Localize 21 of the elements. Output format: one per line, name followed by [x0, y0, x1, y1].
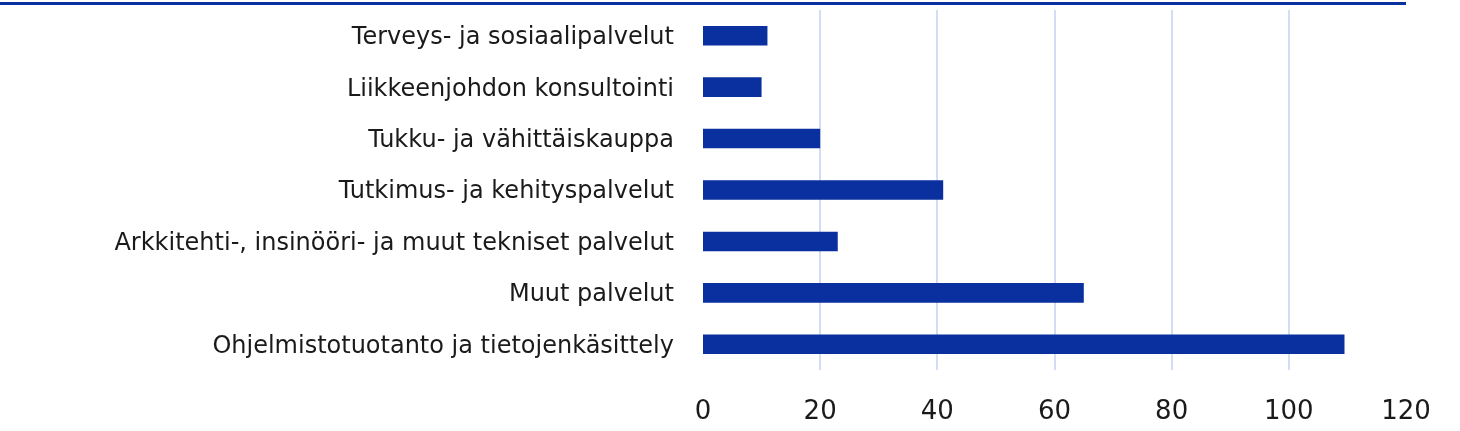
y-tick-label: Terveys- ja sosiaalipalvelut	[350, 22, 674, 51]
y-tick-label: Arkkitehti-, insinööri- ja muut tekniset palvelut	[114, 227, 674, 256]
bar	[703, 128, 821, 149]
x-tick-label: 40	[920, 395, 954, 425]
x-tick-label: 80	[1155, 395, 1189, 425]
bar	[703, 77, 762, 97]
y-tick-label: Ohjelmistotuotanto ja tietojenkäsittely	[212, 330, 674, 359]
y-tick-label: Tutkimus- ja kehityspalvelut	[337, 176, 674, 205]
x-tick-label: 20	[803, 395, 837, 425]
bar	[703, 231, 838, 252]
y-tick-label: Tukku- ja vähittäiskauppa	[367, 124, 674, 153]
x-tick-label: 120	[1381, 395, 1431, 425]
x-tick-label: 100	[1264, 395, 1314, 425]
y-tick-label: Muut palvelut	[508, 279, 674, 308]
x-tick-label: 0	[694, 395, 712, 425]
bar	[703, 25, 768, 46]
bar	[703, 180, 944, 200]
bar	[703, 283, 1084, 303]
bar	[703, 334, 1345, 355]
y-tick-label: Liikkeenjohdon konsultointi	[346, 73, 674, 102]
x-tick-label: 60	[1037, 395, 1072, 425]
